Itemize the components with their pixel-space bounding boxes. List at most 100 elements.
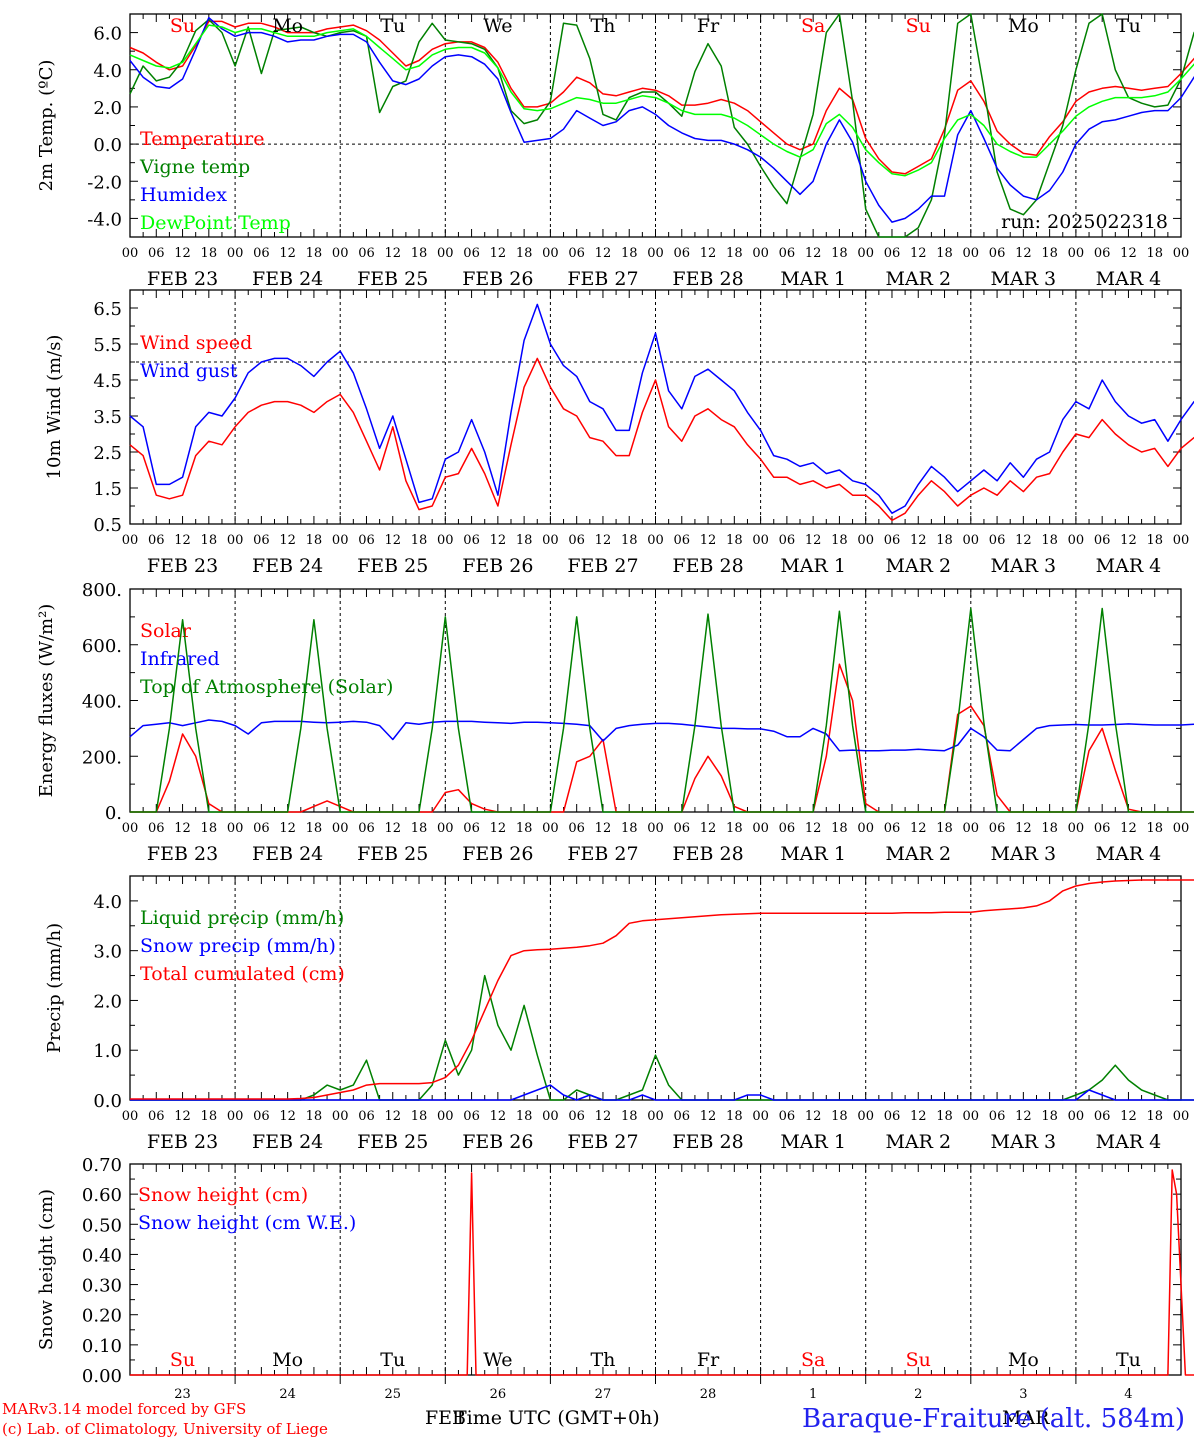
day-label: FEB 28	[672, 268, 743, 290]
hour-tick-label: 18	[516, 821, 533, 836]
hour-tick-label: 06	[989, 1109, 1006, 1124]
hour-tick-label: 00	[542, 821, 559, 836]
hour-tick-label: 12	[910, 1109, 927, 1124]
hour-tick-label: 06	[989, 821, 1006, 836]
hour-tick-label: 00	[857, 246, 874, 261]
hour-tick-label: 00	[752, 1109, 769, 1124]
day-label: MAR 4	[1096, 555, 1162, 577]
hour-tick-label: 00	[332, 1109, 349, 1124]
day-label: FEB 25	[357, 843, 428, 865]
hour-tick-label: 06	[674, 1109, 691, 1124]
y-tick-label: 600.	[82, 636, 122, 657]
hour-tick-label: 06	[358, 1109, 375, 1124]
model-credit: MARv3.14 model forced by GFS	[2, 1400, 246, 1418]
hour-tick-label: 06	[148, 533, 165, 548]
hour-tick-label: 06	[989, 246, 1006, 261]
hour-tick-label: 06	[1094, 1109, 1111, 1124]
hour-tick-label: 12	[1120, 533, 1137, 548]
day-label: MAR 3	[991, 1131, 1057, 1153]
y-tick-label: 6.0	[93, 24, 122, 45]
hour-tick-label: 12	[279, 1109, 296, 1124]
hour-tick-label: 12	[910, 533, 927, 548]
y-tick-label: 200.	[82, 747, 122, 768]
hour-tick-label: 12	[490, 1109, 507, 1124]
hour-tick-label: 00	[857, 533, 874, 548]
day-number-label: 23	[174, 1387, 191, 1402]
hour-tick-label: 00	[227, 533, 244, 548]
day-label: FEB 26	[462, 268, 533, 290]
hour-tick-label: 06	[463, 821, 480, 836]
day-number-label: 3	[1019, 1387, 1027, 1402]
hour-tick-label: 00	[752, 533, 769, 548]
hour-tick-label: 06	[568, 1109, 585, 1124]
weekday-label: Tu	[380, 1349, 405, 1371]
legend-entry: Snow height (cm W.E.)	[138, 1212, 356, 1234]
hour-tick-label: 06	[358, 821, 375, 836]
hour-tick-label: 12	[490, 821, 507, 836]
hour-tick-label: 00	[857, 1109, 874, 1124]
hour-tick-label: 06	[779, 821, 796, 836]
y-tick-label: 0.20	[82, 1306, 122, 1327]
hour-tick-label: 18	[726, 1109, 743, 1124]
hour-tick-label: 12	[1120, 1109, 1137, 1124]
hour-tick-label: 18	[1041, 533, 1058, 548]
day-label: FEB 27	[567, 843, 638, 865]
hour-tick-label: 00	[437, 821, 454, 836]
hour-tick-label: 12	[384, 246, 401, 261]
hour-tick-label: 12	[279, 533, 296, 548]
hour-tick-label: 12	[910, 246, 927, 261]
lab-credit: (c) Lab. of Climatology, University of L…	[2, 1420, 328, 1438]
y-tick-label: 2.0	[93, 991, 122, 1012]
hour-tick-label: 12	[805, 246, 822, 261]
y-tick-label: 0.5	[93, 515, 122, 536]
day-number-label: 27	[595, 1387, 612, 1402]
hour-tick-label: 12	[1120, 821, 1137, 836]
y-tick-label: 4.0	[93, 892, 122, 913]
day-label: MAR 2	[885, 555, 951, 577]
hour-tick-label: 06	[463, 533, 480, 548]
hour-tick-label: 00	[227, 1109, 244, 1124]
hour-tick-label: 18	[1146, 533, 1163, 548]
hour-tick-label: 18	[411, 246, 428, 261]
hour-tick-label: 06	[253, 821, 270, 836]
x-axis-label: Time UTC (GMT+0h)	[454, 1407, 660, 1429]
legend-entry: Solar	[140, 620, 192, 642]
day-label: FEB 28	[672, 1131, 743, 1153]
hour-tick-label: 06	[1094, 533, 1111, 548]
weekday-label: Mo	[1008, 15, 1039, 37]
hour-tick-label: 12	[700, 246, 717, 261]
y-tick-label: 6.5	[93, 299, 122, 320]
y-axis-label: 2m Temp. (ºC)	[36, 60, 57, 192]
hour-tick-label: 06	[779, 1109, 796, 1124]
y-tick-label: 5.5	[93, 335, 122, 356]
hour-tick-label: 06	[674, 533, 691, 548]
hour-tick-label: 00	[1068, 1109, 1085, 1124]
hour-tick-label: 12	[1015, 821, 1032, 836]
hour-tick-label: 18	[621, 821, 638, 836]
y-tick-label: 4.5	[93, 371, 122, 392]
hour-tick-label: 18	[516, 246, 533, 261]
weekday-label: Fr	[697, 15, 720, 37]
day-label: MAR 3	[991, 843, 1057, 865]
hour-tick-label: 00	[1173, 1109, 1190, 1124]
day-label: MAR 3	[991, 268, 1057, 290]
hour-tick-label: 18	[411, 533, 428, 548]
y-tick-label: 4.0	[93, 61, 122, 82]
hour-tick-label: 18	[201, 246, 218, 261]
month-left-label: FEB	[425, 1407, 466, 1429]
weekday-label: Su	[170, 15, 195, 37]
y-tick-label: 0.0	[93, 135, 122, 156]
y-tick-label: 0.00	[82, 1366, 122, 1387]
hour-tick-label: 00	[227, 821, 244, 836]
series-line-humidex	[129, 16, 1194, 223]
hour-tick-label: 00	[963, 1109, 980, 1124]
hour-tick-label: 06	[253, 533, 270, 548]
hour-tick-label: 12	[490, 533, 507, 548]
hour-tick-label: 18	[306, 821, 323, 836]
y-tick-label: 2.5	[93, 443, 122, 464]
hour-tick-label: 00	[1068, 533, 1085, 548]
day-label: MAR 4	[1096, 1131, 1162, 1153]
series-line-vigne-temp	[129, 13, 1194, 238]
hour-tick-label: 06	[568, 246, 585, 261]
